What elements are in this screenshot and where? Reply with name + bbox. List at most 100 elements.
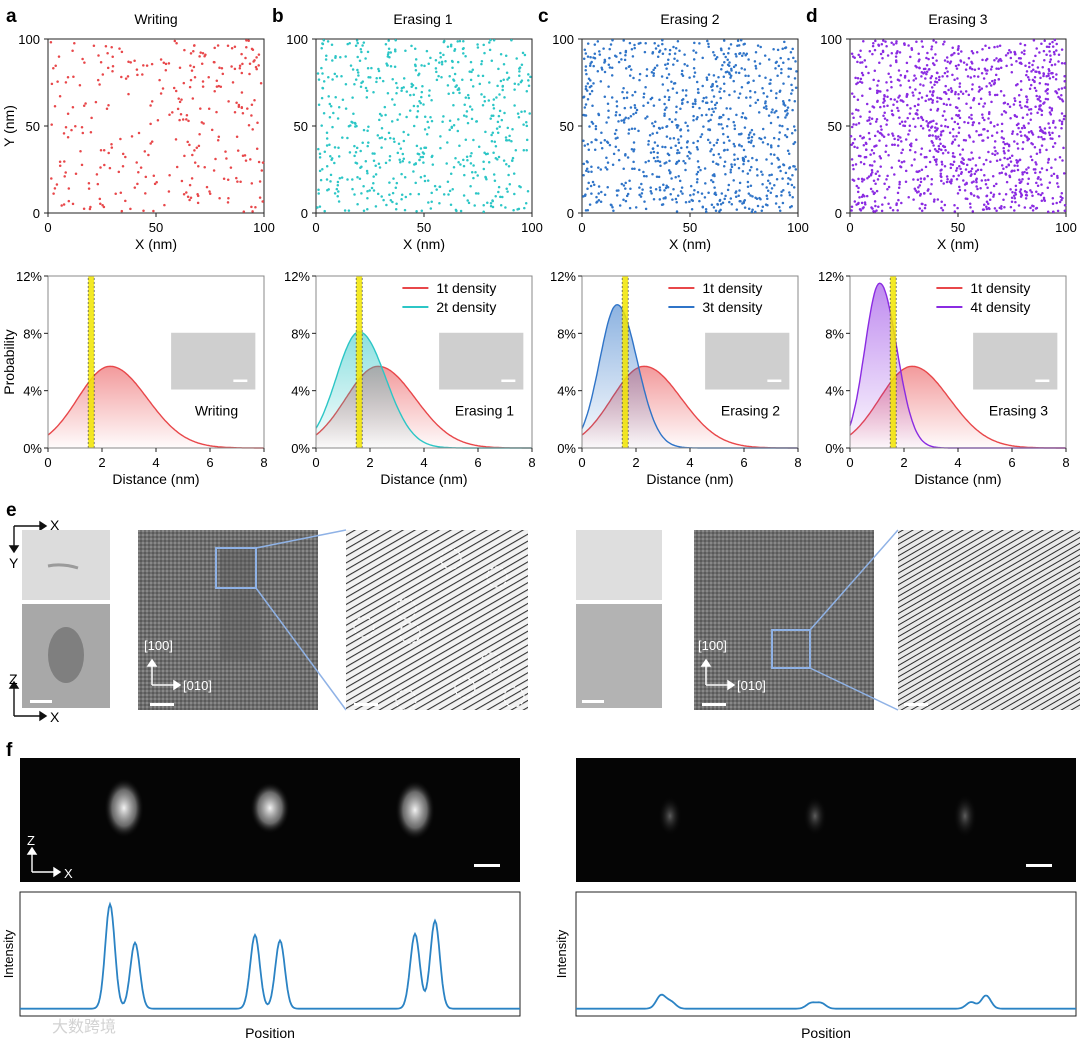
scatter-point (1063, 74, 1066, 78)
scatter-point (328, 115, 332, 119)
scatter-point (957, 131, 961, 134)
scatter-point (449, 172, 453, 175)
scatter-point (433, 184, 437, 188)
scatter-point (971, 123, 974, 127)
scatter-point (496, 131, 500, 135)
scatter-point (496, 158, 499, 161)
scatter-point (507, 173, 510, 177)
scatter-point (510, 139, 513, 143)
scatter-point (465, 110, 469, 113)
scatter-point (439, 56, 442, 59)
scatter-point (931, 99, 935, 102)
scatter-point (957, 174, 960, 177)
scatter-point (873, 145, 876, 148)
scatter-point (1033, 146, 1037, 149)
scatter-point (931, 101, 934, 104)
scatter-point (658, 98, 661, 102)
scatter-point (852, 95, 856, 99)
scatter-point (954, 64, 958, 68)
scatter-point (726, 58, 729, 61)
scatter-point (931, 93, 934, 97)
scatter-point (758, 74, 761, 78)
scatter-point (1049, 58, 1053, 61)
scatter-point (739, 39, 743, 42)
scatter-point (656, 151, 659, 155)
scatter-point (749, 104, 752, 107)
scatter-point (1011, 191, 1014, 194)
scatter-point (256, 121, 259, 125)
scatter-point (389, 65, 393, 68)
scatter-point (439, 51, 442, 55)
scatter-point (354, 151, 358, 154)
scatter-point (330, 158, 333, 162)
scatter-point (222, 177, 226, 181)
scatter-point (735, 208, 739, 211)
scatter-point (922, 72, 925, 75)
scatter-point (851, 178, 855, 181)
scatter-point (656, 155, 659, 159)
scatter-point (710, 100, 713, 103)
scatter-point (978, 85, 981, 89)
scatter-point (899, 136, 902, 139)
scatter-point (852, 167, 855, 171)
scatter-point (189, 64, 192, 67)
scatter-point (78, 84, 82, 87)
scatter-point (366, 129, 369, 132)
scatter-point (424, 146, 428, 150)
scatter-point (506, 126, 510, 130)
scatter-point (249, 158, 252, 161)
scatter-point (975, 185, 978, 188)
legend-label: 4t density (970, 299, 1030, 315)
scatter-point (62, 203, 66, 206)
scatter-point (965, 181, 968, 185)
scatter-point (587, 77, 591, 81)
scatter-point (71, 202, 75, 206)
scatter-point (366, 197, 369, 200)
scatter-point (972, 140, 975, 143)
x-tick-label: 0 (578, 455, 585, 470)
scatter-point (395, 81, 398, 85)
scatter-point (787, 57, 790, 61)
scatter-point (1016, 147, 1020, 150)
scatter-point (956, 77, 959, 80)
scatter-point (871, 52, 874, 56)
scatter-point (333, 72, 337, 76)
scatter-point (317, 78, 321, 81)
scatter-point (591, 104, 594, 108)
scatter-point (185, 118, 188, 121)
scatter-point (434, 67, 438, 70)
scatter-point (144, 175, 148, 179)
scatter-point (89, 205, 92, 209)
scatter-point (622, 184, 626, 187)
scatter-point (469, 162, 473, 165)
scatter-point (750, 135, 754, 139)
scatter-point (750, 210, 754, 213)
scatter-point (1023, 43, 1027, 47)
scatter-point (869, 187, 873, 191)
scatter-point (712, 95, 716, 98)
scatter-point (387, 47, 391, 50)
scatter-point (362, 184, 365, 188)
scatter-point (261, 200, 264, 203)
scatter-point (665, 67, 668, 70)
scatter-point (688, 200, 691, 203)
scatter-point (1057, 53, 1061, 56)
scatter-point (909, 55, 912, 59)
scatter-point (155, 180, 158, 184)
scatter-point (1026, 75, 1030, 79)
scatter-point (63, 175, 66, 178)
zx-axis-indicator (26, 846, 62, 878)
scatter-point (710, 203, 714, 206)
scatter-point (462, 52, 465, 55)
scatter-point (756, 44, 760, 47)
scatter-point (712, 50, 715, 54)
scatter-point (585, 160, 589, 163)
panel-title-b: Erasing 1 (393, 11, 452, 27)
scatter-point (785, 114, 788, 117)
scatter-point (761, 141, 765, 144)
scatter-point (885, 123, 888, 126)
scatter-point (654, 188, 658, 191)
scatter-point (954, 92, 957, 96)
scatter-point (392, 177, 395, 180)
